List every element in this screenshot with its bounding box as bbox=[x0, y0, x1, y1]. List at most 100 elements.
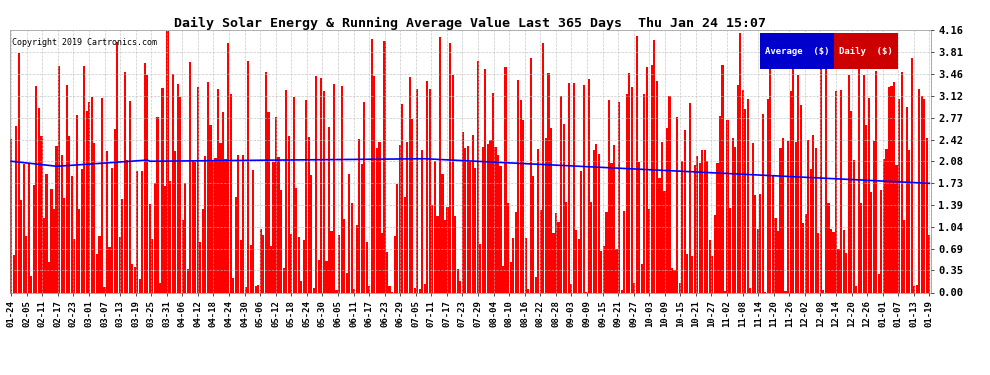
Bar bbox=[494, 147, 497, 292]
Bar bbox=[648, 209, 650, 292]
Bar bbox=[275, 117, 277, 292]
Bar bbox=[906, 107, 908, 292]
Bar bbox=[555, 213, 557, 292]
Bar bbox=[873, 141, 875, 292]
Bar bbox=[199, 242, 201, 292]
Bar bbox=[124, 72, 126, 292]
Bar bbox=[749, 288, 751, 292]
Bar bbox=[459, 281, 461, 292]
Bar bbox=[383, 41, 385, 292]
Bar bbox=[862, 75, 865, 292]
Bar bbox=[552, 233, 554, 292]
Bar bbox=[106, 151, 108, 292]
Bar bbox=[696, 156, 698, 292]
Bar bbox=[142, 171, 144, 292]
Text: Daily  ($): Daily ($) bbox=[840, 46, 893, 56]
Bar bbox=[235, 196, 237, 292]
Bar bbox=[797, 75, 799, 292]
Bar bbox=[259, 229, 262, 292]
Bar bbox=[192, 161, 194, 292]
Bar bbox=[60, 155, 62, 292]
Bar bbox=[116, 42, 118, 292]
Bar bbox=[600, 251, 603, 292]
Bar bbox=[308, 137, 310, 292]
Bar bbox=[639, 162, 641, 292]
Bar bbox=[53, 209, 55, 292]
Bar bbox=[411, 119, 413, 292]
Bar bbox=[43, 217, 45, 292]
Bar bbox=[313, 288, 315, 292]
Bar bbox=[533, 176, 535, 292]
Bar bbox=[179, 98, 181, 292]
Bar bbox=[248, 61, 249, 292]
Bar bbox=[414, 288, 416, 292]
Bar bbox=[572, 83, 575, 292]
Bar bbox=[719, 116, 721, 292]
Bar bbox=[70, 176, 73, 292]
Bar bbox=[847, 75, 849, 292]
Bar bbox=[929, 234, 931, 292]
Bar bbox=[437, 216, 439, 292]
Bar bbox=[83, 66, 85, 292]
Bar bbox=[838, 249, 840, 292]
Bar bbox=[557, 222, 559, 292]
Bar bbox=[792, 48, 794, 292]
Bar bbox=[896, 165, 898, 292]
Bar bbox=[119, 237, 121, 292]
Bar bbox=[265, 72, 267, 292]
Bar bbox=[439, 37, 442, 292]
Bar bbox=[321, 78, 323, 292]
Bar bbox=[540, 210, 542, 292]
Bar bbox=[634, 283, 636, 292]
Bar bbox=[315, 76, 318, 292]
Bar bbox=[878, 274, 880, 292]
Bar bbox=[701, 150, 703, 292]
Bar bbox=[386, 252, 388, 292]
Bar bbox=[918, 89, 921, 292]
Bar bbox=[487, 144, 489, 292]
Bar bbox=[742, 90, 743, 292]
Bar bbox=[777, 231, 779, 292]
Bar bbox=[469, 162, 471, 292]
Bar bbox=[737, 85, 739, 292]
Bar bbox=[845, 253, 847, 292]
Bar bbox=[245, 287, 247, 292]
Bar bbox=[530, 58, 532, 292]
Bar bbox=[570, 284, 572, 292]
Bar bbox=[15, 126, 17, 292]
Bar bbox=[855, 286, 857, 292]
Bar bbox=[706, 161, 709, 292]
Bar bbox=[520, 100, 522, 292]
Bar bbox=[10, 139, 12, 292]
Bar bbox=[147, 75, 148, 292]
Bar bbox=[898, 99, 900, 292]
Bar bbox=[512, 238, 514, 292]
Bar bbox=[194, 162, 196, 292]
Bar bbox=[280, 190, 282, 292]
Bar bbox=[616, 249, 618, 292]
Bar bbox=[593, 150, 595, 292]
Bar bbox=[137, 171, 139, 292]
Bar bbox=[409, 76, 411, 292]
Bar bbox=[924, 99, 926, 292]
Bar bbox=[689, 103, 691, 292]
Bar bbox=[686, 254, 688, 292]
Bar bbox=[724, 291, 726, 292]
Bar bbox=[626, 94, 628, 292]
Title: Daily Solar Energy & Running Average Value Last 365 Days  Thu Jan 24 15:07: Daily Solar Energy & Running Average Val… bbox=[174, 17, 766, 30]
Bar bbox=[126, 160, 129, 292]
Bar bbox=[363, 102, 365, 292]
Bar bbox=[875, 71, 877, 292]
Bar bbox=[432, 204, 434, 292]
Bar bbox=[815, 148, 817, 292]
Bar bbox=[535, 277, 537, 292]
Bar bbox=[479, 244, 481, 292]
Bar bbox=[588, 79, 590, 292]
Bar bbox=[73, 239, 75, 292]
Bar bbox=[691, 256, 693, 292]
Bar bbox=[240, 240, 242, 292]
Bar bbox=[492, 93, 494, 292]
Bar bbox=[230, 94, 232, 292]
Bar bbox=[232, 278, 235, 292]
Bar bbox=[598, 153, 600, 292]
